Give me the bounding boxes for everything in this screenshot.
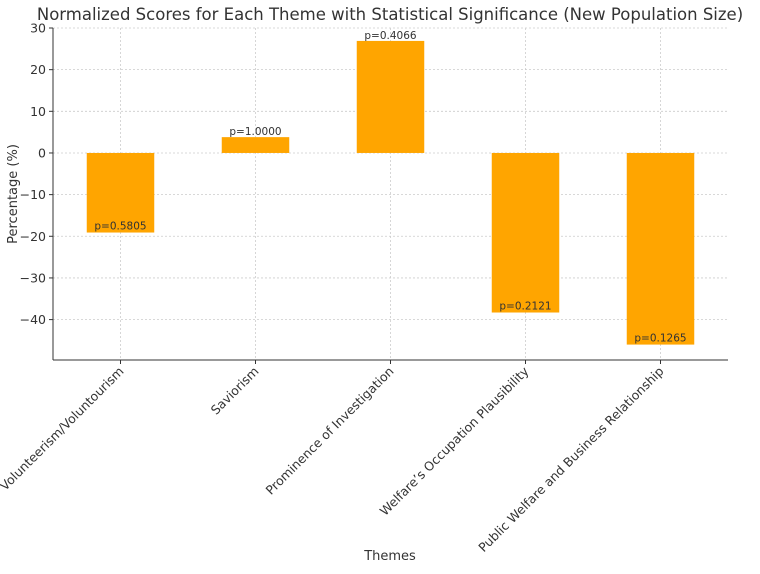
x-tick-label: Prominence of Investigation: [262, 364, 396, 498]
bar: [491, 152, 560, 313]
p-value-label: p=0.1265: [634, 333, 686, 345]
bar: [221, 137, 290, 153]
y-tick-label: 10: [30, 104, 46, 119]
x-tick-label: Welfare’s Occupation Plausibility: [377, 363, 532, 518]
y-axis-label: Percentage (%): [6, 144, 21, 244]
bar: [356, 40, 425, 153]
bar: [626, 152, 695, 345]
x-tick-label: Volunteerism/Voluntourism: [0, 364, 127, 494]
y-tick-label: 20: [30, 62, 46, 77]
y-tick-label: −40: [20, 312, 46, 327]
p-value-label: p=0.4066: [364, 30, 417, 42]
p-value-label: p=1.0000: [229, 126, 281, 138]
x-axis-label: Themes: [363, 549, 416, 564]
y-tick-label: −10: [20, 187, 46, 202]
y-tick-label: −20: [20, 229, 46, 244]
chart-title: Normalized Scores for Each Theme with St…: [37, 5, 743, 24]
y-tick-label: 0: [38, 145, 46, 160]
x-tick-label: Saviorism: [208, 364, 262, 418]
bar: [86, 152, 155, 233]
y-tick-label: −30: [20, 270, 46, 285]
p-value-label: p=0.2121: [499, 301, 551, 313]
y-tick-label: 30: [30, 21, 46, 36]
p-value-label: p=0.5805: [94, 221, 146, 233]
